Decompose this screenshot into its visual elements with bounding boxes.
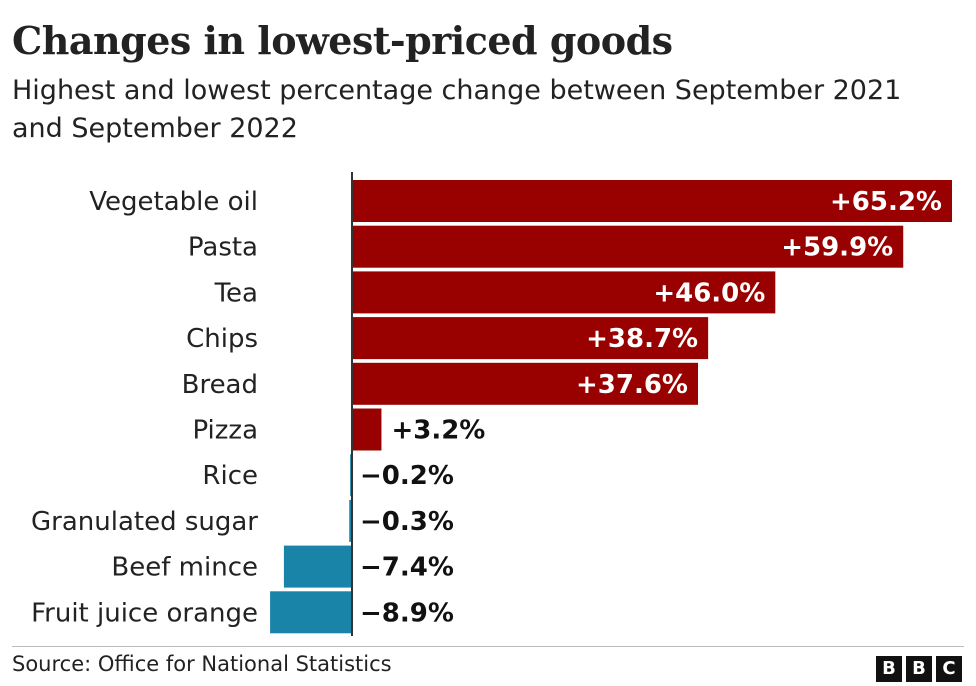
category-label: Tea [214, 278, 258, 308]
value-label: −0.3% [360, 507, 454, 537]
bar [352, 408, 382, 451]
value-label: −8.9% [360, 598, 454, 628]
bar [270, 591, 352, 634]
value-label: +46.0% [653, 278, 765, 308]
value-label: −0.2% [360, 461, 454, 491]
chart-subtitle: Highest and lowest percentage change bet… [12, 75, 902, 144]
logo-letter: B [876, 656, 902, 682]
chart-title: Changes in lowest-priced goods [12, 18, 673, 63]
category-label: Beef mince [111, 553, 258, 583]
value-label: +38.7% [586, 324, 698, 354]
value-label: +3.2% [391, 416, 485, 446]
value-label: +65.2% [830, 187, 942, 217]
category-label: Pasta [188, 233, 258, 263]
value-label: +59.9% [781, 233, 893, 263]
category-label: Vegetable oil [89, 187, 258, 217]
logo-letter: B [906, 656, 932, 682]
footer-divider [12, 646, 964, 647]
category-label: Bread [182, 370, 258, 400]
category-label: Pizza [192, 416, 258, 446]
bar [352, 362, 699, 405]
bbc-logo: B B C [876, 656, 962, 682]
value-label: −7.4% [360, 553, 454, 583]
bar [352, 225, 904, 268]
category-label: Fruit juice orange [31, 598, 258, 628]
bar [352, 317, 709, 360]
bar [352, 180, 952, 222]
bar [349, 499, 352, 542]
category-label: Rice [202, 461, 258, 491]
bar [352, 271, 776, 314]
value-label: +37.6% [576, 370, 688, 400]
logo-letter: C [936, 656, 962, 682]
bar [283, 545, 352, 588]
category-label: Chips [186, 324, 258, 354]
category-label: Granulated sugar [31, 507, 258, 537]
bar-chart: Vegetable oil +65.2% Pasta +59.9% Tea +46.0% C… [31, 172, 952, 636]
source-note: Source: Office for National Statistics [12, 652, 392, 676]
